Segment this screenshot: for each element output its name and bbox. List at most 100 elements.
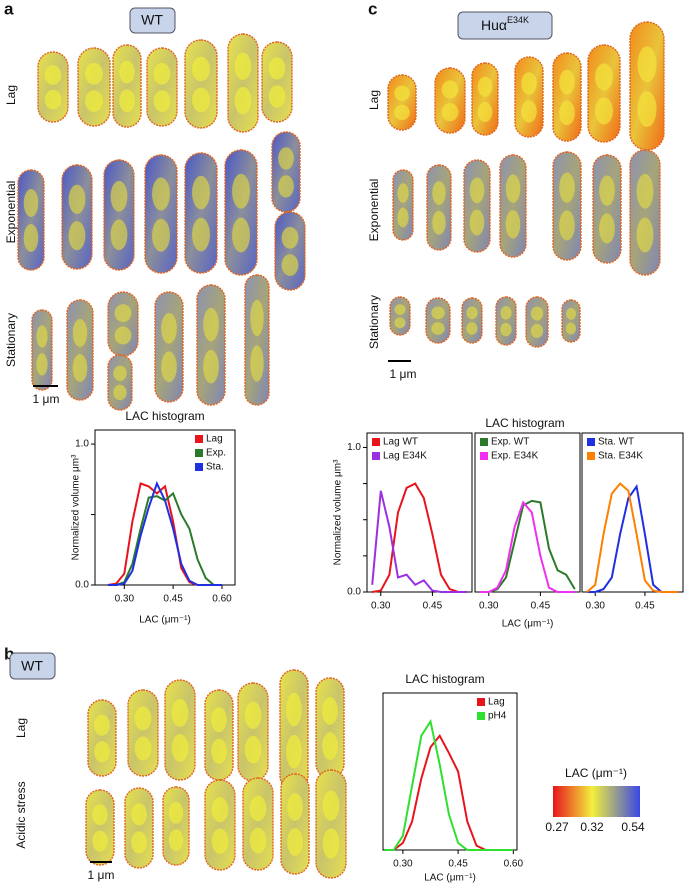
cell-nucleoid [322, 732, 338, 760]
cell-nucleoid [466, 306, 478, 320]
plot-frame [581, 432, 684, 593]
cell [224, 149, 258, 276]
cell-nucleoid [131, 831, 147, 854]
panel-letter: c [368, 0, 377, 18]
legend-label: Lag E34K [383, 451, 427, 462]
x-tick-label: 0.30 [371, 601, 391, 612]
cell-nucleoid [94, 714, 110, 736]
row-label: Stationary [4, 313, 18, 367]
cell-nucleoid [244, 735, 262, 764]
legend-label: pH4 [488, 711, 507, 722]
cell [184, 152, 218, 274]
cell-nucleoid [469, 209, 485, 236]
cell-nucleoid [23, 189, 39, 217]
cell-nucleoid [250, 345, 264, 382]
cell-nucleoid [232, 217, 250, 253]
series-line [371, 490, 467, 593]
x-tick-label: 0.30 [393, 859, 413, 870]
cell [392, 169, 414, 241]
cell [514, 56, 544, 138]
legend-label: Lag [488, 697, 505, 708]
legend-swatch [195, 463, 203, 471]
cell-nucleoid [72, 319, 88, 347]
cell-nucleoid [161, 351, 177, 383]
cell [144, 154, 178, 274]
cell [124, 787, 154, 869]
cell [112, 44, 142, 128]
cell-nucleoid [268, 57, 286, 80]
cell-nucleoid [68, 184, 86, 214]
cell-nucleoid [636, 173, 654, 209]
cell-nucleoid [505, 174, 521, 203]
cell-nucleoid [119, 89, 135, 113]
cell-nucleoid [113, 365, 127, 381]
cell-nucleoid [441, 103, 459, 122]
cell [17, 169, 45, 271]
cell [127, 689, 159, 777]
cell-nucleoid [171, 734, 189, 762]
x-tick-label: 0.45 [531, 601, 551, 612]
series-line [108, 480, 222, 586]
cell-nucleoid [152, 177, 170, 211]
cell-nucleoid [287, 793, 303, 821]
legend-label: Exp. WT [491, 437, 529, 448]
legend-swatch [195, 435, 203, 443]
legend-swatch [477, 712, 485, 720]
cell [204, 689, 234, 781]
cell [107, 354, 133, 411]
y-tick-label: 1.0 [75, 439, 89, 450]
cell [629, 21, 665, 151]
cell-nucleoid [85, 62, 103, 85]
row-label: Acidic stress [14, 781, 28, 848]
cell [146, 47, 178, 127]
cell-nucleoid [397, 207, 409, 228]
cell-nucleoid [211, 828, 229, 854]
plot-frame [382, 692, 518, 851]
series-line [480, 499, 576, 593]
cell-nucleoid [441, 80, 459, 99]
chart-title: LAC histogram [125, 409, 204, 423]
cell [164, 679, 196, 781]
cell-nucleoid [595, 97, 613, 125]
cell-nucleoid [287, 828, 303, 856]
series-line [587, 483, 678, 593]
cell-nucleoid [232, 173, 250, 209]
cell [315, 769, 347, 879]
cell-nucleoid [234, 86, 252, 115]
cell-nucleoid [44, 65, 62, 85]
x-tick-label: 0.30 [479, 601, 499, 612]
legend-swatch [372, 452, 380, 460]
colorbar-label: 0.32 [580, 820, 604, 834]
scale-label: 1 μm [33, 392, 60, 406]
cell [61, 164, 93, 270]
cell-nucleoid [595, 63, 613, 91]
plot-frame [474, 432, 581, 593]
cell-nucleoid [203, 307, 219, 342]
cell-images [17, 21, 665, 879]
cell [66, 299, 94, 401]
cell-nucleoid [477, 101, 493, 123]
cell-nucleoid [559, 100, 575, 126]
legend-swatch [477, 698, 485, 706]
x-tick-label: 0.45 [423, 601, 443, 612]
strain-name: Huα [481, 17, 507, 33]
cell-nucleoid [85, 90, 103, 112]
cell [461, 297, 483, 344]
cell-nucleoid [152, 218, 170, 252]
cell-nucleoid [530, 324, 544, 338]
cell-nucleoid [94, 741, 110, 763]
row-label: Lag [4, 85, 18, 105]
cell-nucleoid [559, 210, 575, 241]
cell-nucleoid [192, 87, 210, 113]
scale-label: 1 μm [390, 367, 417, 381]
panel-letter: a [4, 0, 14, 18]
cell-nucleoid [192, 217, 210, 252]
cell [244, 274, 270, 406]
cell-nucleoid [394, 317, 406, 329]
row-label: Exponential [4, 181, 18, 244]
cell [227, 33, 259, 133]
cell-nucleoid [171, 699, 189, 727]
x-tick-label: 0.60 [212, 594, 232, 605]
cell-nucleoid [500, 306, 512, 320]
